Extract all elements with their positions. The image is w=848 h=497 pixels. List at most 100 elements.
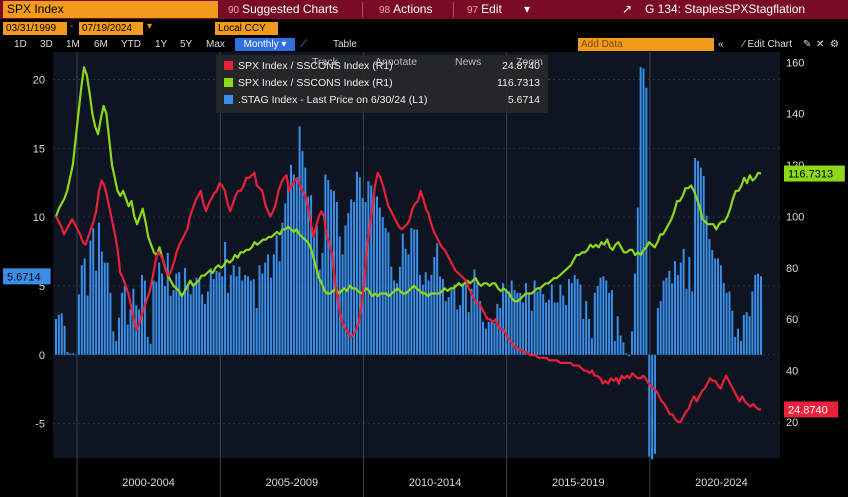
zoom-label[interactable]: Zoom [516,56,543,68]
stag-bar [181,292,184,355]
stag-bar [86,295,89,355]
stag-bar [628,354,631,357]
periodicity-label: Monthly [243,39,279,50]
stag-bar [593,292,596,355]
calendar-icon[interactable]: ▾ [147,21,153,32]
ticker-input[interactable]: SPX Index [3,1,218,18]
stag-bar [631,331,634,355]
stag-bar [522,302,525,355]
collapse-icon[interactable]: « [718,39,724,50]
stag-bar [679,262,682,355]
actions-label: Actions [393,2,433,16]
range-max[interactable]: Max [206,39,225,50]
red-last-label-bg [784,401,839,418]
stag-bar [247,276,250,355]
right-tick-label: 160 [786,57,804,69]
stag-bar [292,174,295,355]
stag-bar [708,239,711,355]
stag-bar [590,338,593,355]
range-ytd[interactable]: YTD [121,39,141,50]
right-tick-label: 100 [786,211,804,223]
edit-menu[interactable]: 97 Edit [467,0,502,19]
stag-bar [734,336,737,355]
legend-value-blue: 5.6714 [507,94,540,106]
chart-type-icon[interactable]: ⟋ [300,39,307,50]
wrench-icon[interactable]: ✕ [816,39,825,50]
stag-bar [444,301,447,355]
stag-bar [232,265,235,355]
range-3d[interactable]: 3D [40,39,53,50]
periodicity-select[interactable]: Monthly ▾ [235,38,295,51]
stag-bar [97,222,100,355]
red-series-line [55,171,762,424]
legend-row-green: SPX Index / SSCONS Index (R1) 116.7313 [224,76,544,90]
range-1y[interactable]: 1Y [155,39,168,50]
stag-bar [688,257,691,355]
currency-select[interactable]: Local CCY [215,22,278,35]
actions-menu[interactable]: 98 Actions [379,0,432,19]
legend-value-green: 116.7313 [496,77,540,89]
stag-bar [484,328,487,355]
stag-bar [387,232,390,355]
stag-bar [513,290,516,355]
stag-bar [404,248,407,355]
stag-bar [608,292,611,355]
stag-bar [393,280,396,355]
stag-bar [719,265,722,355]
legend-swatch-blue [224,95,233,104]
export-icon[interactable]: ↗ [622,2,633,16]
stag-bar [140,274,143,355]
range-1d[interactable]: 1D [14,39,27,50]
start-date-field[interactable]: 03/31/1999 [3,22,67,35]
edit-chart-label: Edit Chart [747,39,792,50]
news-label[interactable]: News [455,56,482,68]
stag-bar [567,279,570,355]
stag-bar [553,302,556,355]
stag-bar [183,268,186,355]
stag-bar [456,309,459,355]
stag-bar [310,195,313,355]
stag-bar [209,268,212,355]
suggested-charts-menu[interactable]: 90 Suggested Charts [228,0,338,19]
pencil-icon[interactable]: ✎ [803,39,812,50]
stag-bar [350,199,353,355]
stag-bar [169,295,172,355]
stag-bar [307,196,310,355]
edit-chart-button[interactable]: ⁄ Edit Chart [743,39,792,50]
stag-bar [221,276,224,355]
stag-bar [112,331,115,355]
stag-bar [272,254,275,355]
add-data-input[interactable]: Add Data [578,38,714,51]
annotate-label[interactable]: Annotate [375,56,418,68]
stag-bar [284,203,287,355]
stag-bar [502,283,505,355]
stag-bar [682,248,685,355]
menu-chevron-icon[interactable]: ▾ [524,2,531,16]
stag-bar [129,309,132,355]
stag-bar [722,283,725,355]
range-5y[interactable]: 5Y [180,39,193,50]
stag-bar [702,175,705,355]
end-date-field[interactable]: 07/19/2024 [79,22,143,35]
legend-label-red: SPX Index / SSCONS Index (R1) [238,60,393,72]
stag-bar [527,292,530,355]
stag-bar [705,215,708,355]
table-button[interactable]: Table [333,39,357,50]
stag-bar [381,217,384,355]
gear-icon[interactable]: ⚙ [830,39,839,50]
stag-bar [490,321,493,355]
track-label[interactable]: Track [312,56,338,68]
range-6m[interactable]: 6M [94,39,108,50]
stag-bar [436,243,439,355]
left-tick-label: 20 [33,75,45,87]
stag-bar [751,291,754,355]
stag-bar [384,228,387,355]
range-1m[interactable]: 1M [66,39,80,50]
x-tick-label: 2015-2019 [552,477,605,489]
stag-bar [668,270,671,355]
stag-bar [685,288,688,355]
stag-bar [453,284,456,355]
divider [362,2,363,17]
stag-bar [413,229,416,355]
stag-bar [459,305,462,355]
